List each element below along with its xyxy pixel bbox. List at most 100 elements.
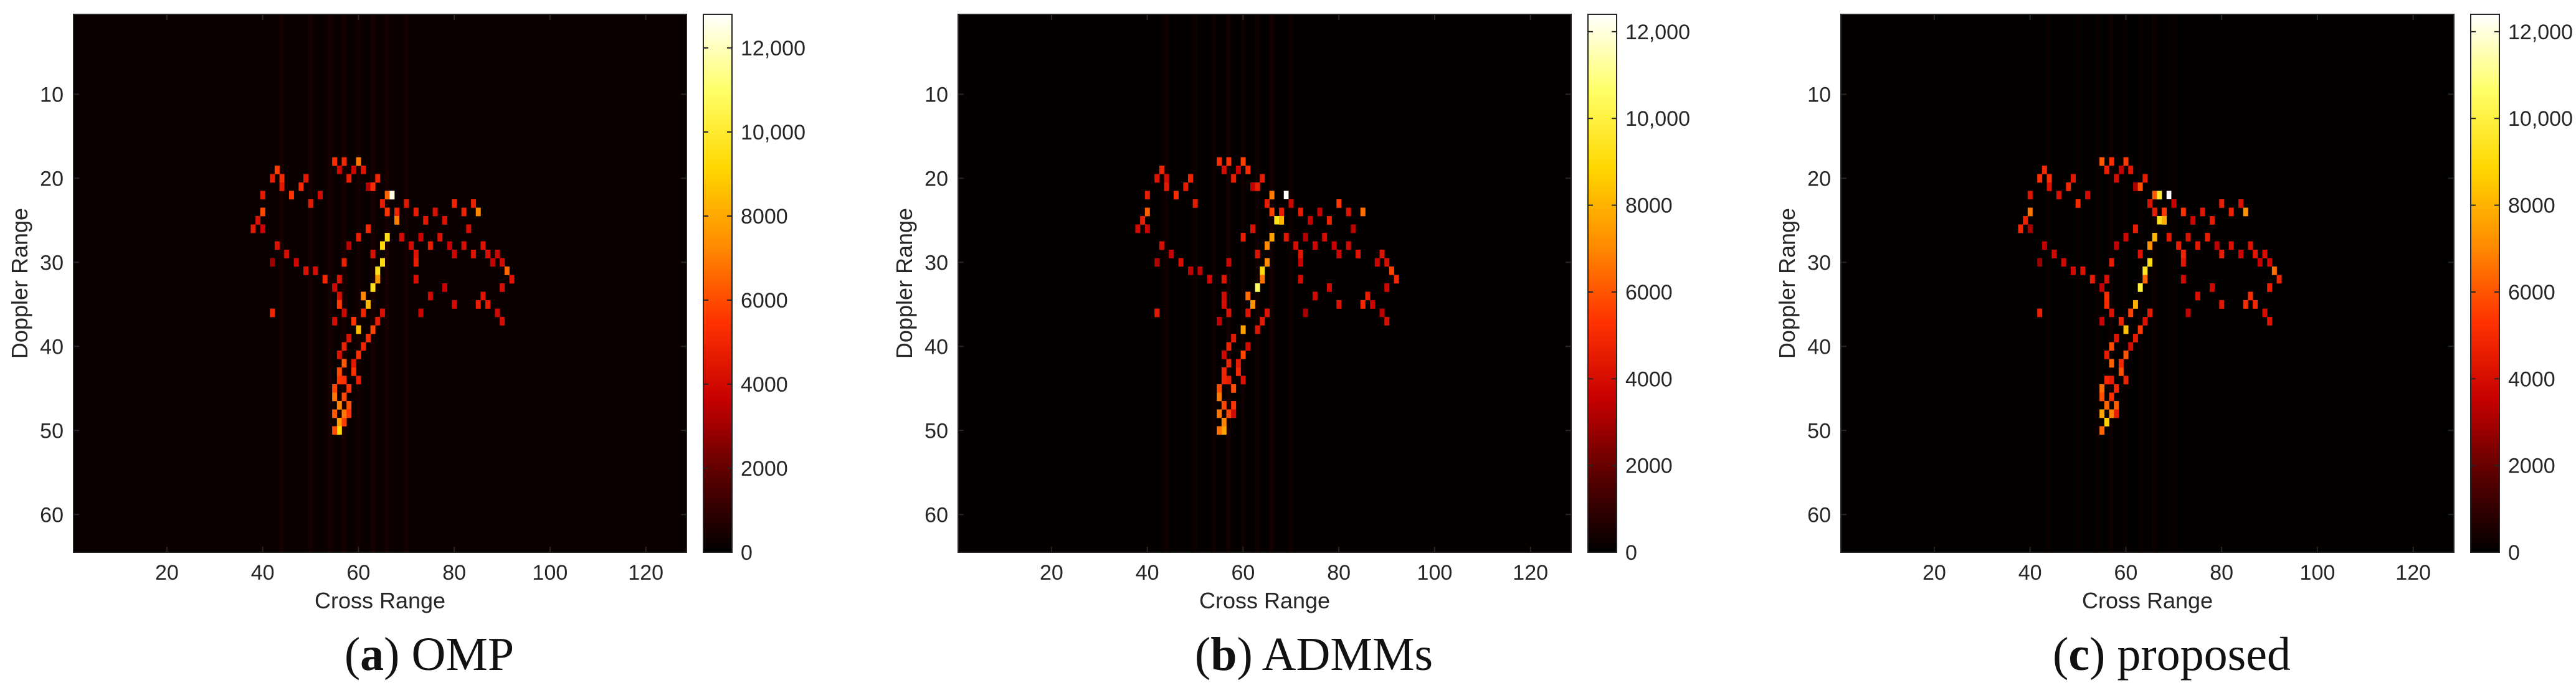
- heatmap-cell: [1298, 207, 1303, 217]
- x-tick-label: 100: [533, 561, 568, 585]
- heatmap-cell: [1231, 384, 1237, 393]
- heatmap-cell: [2104, 375, 2109, 385]
- heatmap-cell: [2046, 174, 2052, 183]
- heatmap-cell: [1245, 342, 1251, 351]
- heatmap-cell: [2051, 250, 2057, 258]
- heatmap-cell: [2118, 166, 2124, 174]
- heatmap-cell: [2137, 283, 2143, 292]
- x-tick-label: 60: [346, 561, 370, 585]
- colorbar-tick-label: 6000: [1625, 281, 1673, 304]
- heatmap-cell: [1279, 207, 1285, 217]
- heatmap-cell: [1326, 283, 1332, 292]
- heatmap-cell: [2248, 291, 2253, 301]
- heatmap-cell: [341, 375, 347, 385]
- streak: [1288, 14, 1293, 552]
- heatmap-cell: [2118, 317, 2124, 326]
- heatmap-cell: [346, 241, 352, 250]
- heatmap-cell: [2214, 241, 2220, 250]
- heatmap-cell: [2267, 258, 2273, 267]
- heatmap-cell: [2137, 250, 2143, 258]
- colorbar-tick-label: 12,000: [741, 37, 806, 60]
- heatmap-cell: [1336, 300, 1342, 309]
- heatmap-cell: [2243, 207, 2248, 217]
- caption-letter: a: [360, 628, 384, 681]
- y-tick-label: 30: [1807, 251, 1831, 275]
- heatmap-cell: [1351, 224, 1356, 233]
- heatmap-cell: [346, 174, 352, 183]
- heatmap-cell: [1255, 250, 1260, 258]
- heatmap-cell: [2180, 258, 2186, 267]
- heatmap-cell: [361, 291, 366, 301]
- heatmap-cell: [1279, 216, 1285, 225]
- heatmap-cell: [2185, 233, 2191, 242]
- heatmap-cell: [2267, 317, 2273, 326]
- heatmap-cell: [1326, 216, 1332, 225]
- caption-text: OMP: [411, 628, 515, 681]
- heatmap-cell: [298, 182, 304, 191]
- heatmap-cell: [1250, 300, 1255, 309]
- heatmap-cell: [1159, 241, 1164, 250]
- heatmap-cell: [1235, 367, 1241, 376]
- heatmap-cell: [2123, 375, 2129, 385]
- heatmap-cell: [2046, 182, 2052, 191]
- heatmap-cell: [2123, 233, 2129, 242]
- heatmap-cell: [1221, 291, 1227, 301]
- heatmap-cell: [2162, 207, 2167, 217]
- y-axis-label: Doppler Range: [7, 208, 32, 359]
- heatmap-cell: [485, 250, 491, 258]
- heatmap-cell: [1217, 409, 1222, 418]
- heatmap-cell: [1221, 401, 1227, 410]
- heatmap-cell: [1360, 207, 1366, 217]
- heatmap-cell: [2099, 157, 2105, 166]
- heatmap-cell: [2066, 182, 2071, 191]
- heatmap-cell: [2071, 266, 2076, 275]
- x-axis-label: Cross Range: [315, 588, 445, 613]
- heatmap-cell: [2109, 409, 2114, 418]
- y-tick-label: 10: [924, 83, 948, 106]
- heatmap-cell: [346, 384, 352, 393]
- heatmap-cell: [356, 157, 361, 166]
- heatmap-cell: [1140, 216, 1146, 225]
- heatmap-cell: [2109, 308, 2114, 318]
- heatmap-cell: [413, 275, 419, 284]
- heatmap-cell: [1159, 166, 1164, 174]
- streak: [1164, 14, 1169, 552]
- heatmap-cell: [409, 241, 414, 250]
- y-tick-label: 40: [924, 335, 948, 359]
- heatmap-cell: [2228, 241, 2234, 250]
- colorbar-tick-label: 4000: [741, 373, 788, 397]
- colorbar-tick-label: 0: [2508, 541, 2520, 565]
- y-tick-label: 20: [1807, 167, 1831, 191]
- x-tick-label: 40: [1136, 561, 1159, 585]
- heatmap-cell: [1317, 207, 1323, 217]
- heatmap-cell: [2209, 216, 2215, 225]
- heatmap-cell: [1226, 359, 1232, 368]
- colorbar-tick-label: 10,000: [741, 121, 806, 144]
- heatmap-cell: [2180, 207, 2186, 217]
- heatmap-cell: [1265, 258, 1270, 267]
- caption-b: (b) ADMMs: [1194, 628, 1433, 681]
- heatmap-cell: [346, 409, 352, 418]
- heatmap-cell: [2104, 351, 2109, 359]
- heatmap-cell: [1260, 275, 1265, 284]
- heatmap-cell: [2128, 342, 2134, 351]
- heatmap-cell: [1240, 233, 1246, 242]
- heatmap-cell: [250, 224, 256, 233]
- heatmap-cell: [2166, 233, 2172, 242]
- heatmap-cell: [2099, 409, 2105, 418]
- heatmap-cell: [2205, 233, 2210, 242]
- heatmap-cell: [1164, 174, 1169, 183]
- heatmap-cell: [2238, 199, 2244, 208]
- heatmap-cell: [270, 258, 275, 267]
- colorbar-tick-label: 6000: [2508, 281, 2555, 304]
- colorbar-tick-label: 12,000: [2508, 21, 2573, 44]
- colorbar-tick-label: 0: [1625, 541, 1637, 565]
- heatmap-cell: [1135, 224, 1141, 233]
- heatmap-cell: [2248, 241, 2253, 250]
- heatmap-cell: [447, 241, 452, 250]
- heatmap-cell: [1245, 308, 1251, 318]
- heatmap-cell: [2037, 308, 2043, 318]
- heatmap-cell: [2027, 191, 2033, 200]
- heatmap-cell: [2099, 384, 2105, 393]
- x-tick-label: 100: [1417, 561, 1453, 585]
